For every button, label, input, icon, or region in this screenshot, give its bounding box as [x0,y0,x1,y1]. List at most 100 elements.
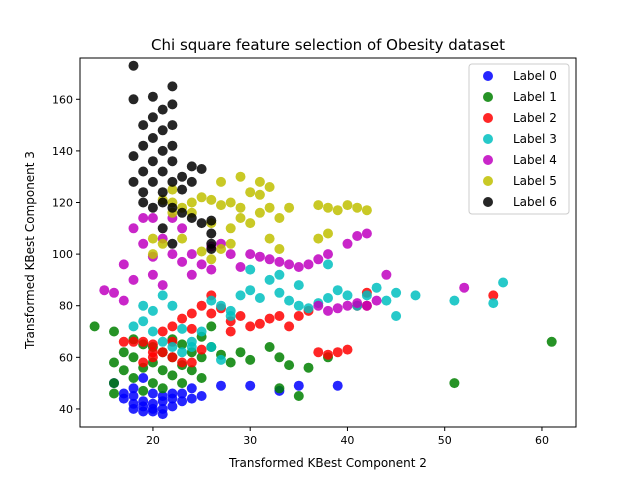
data-point [449,378,460,389]
y-tick-label: 40 [59,403,73,416]
data-point [225,326,236,337]
data-point [118,388,129,399]
data-point [245,285,256,296]
data-point [109,378,119,389]
data-point [128,336,139,347]
data-point [157,197,168,208]
data-point [128,94,139,105]
data-point [235,213,246,223]
series-label-3 [128,259,509,365]
data-point [313,233,324,244]
data-point [147,269,158,280]
data-point [284,360,295,371]
data-point [264,313,275,324]
data-point [235,171,246,182]
data-point [264,233,275,244]
data-point [245,354,256,365]
data-point [284,321,295,332]
data-point [138,213,149,223]
chart-title: Chi square feature selection of Obesity … [151,36,505,54]
data-point [196,300,207,311]
data-point [225,223,236,234]
points-layer [89,60,557,420]
data-point [196,246,207,257]
data-point [186,269,197,280]
data-point [157,166,168,177]
data-point [138,238,149,249]
data-point [128,383,139,394]
data-point [293,391,304,401]
data-point [323,259,333,270]
y-tick-label: 140 [52,145,73,158]
data-point [128,391,139,401]
data-point [235,262,246,272]
data-point [177,339,188,350]
legend-label: Label 3 [513,132,557,146]
data-point [303,259,314,270]
data-point [138,300,149,311]
legend-marker [483,92,493,102]
data-point [128,321,139,332]
data-point [147,213,158,223]
data-point [167,238,178,249]
data-point [147,176,158,187]
data-point [264,254,275,265]
data-point [245,321,256,332]
data-point [274,244,285,254]
data-point [147,133,158,143]
data-point [274,311,285,321]
data-point [147,91,158,102]
data-point [167,140,178,151]
data-point [206,342,217,352]
data-point [196,373,207,383]
data-point [342,200,353,211]
data-point [177,233,188,244]
data-point [167,81,178,92]
data-point [216,176,226,187]
data-point [157,125,168,136]
x-axis-label: Transformed KBest Component 2 [228,456,427,470]
data-point [206,194,217,205]
data-point [342,300,353,311]
data-point [186,213,197,223]
data-point [89,321,100,332]
data-point [293,311,304,321]
legend-label: Label 0 [513,69,557,83]
y-tick-label: 120 [52,197,73,210]
data-point [216,300,226,311]
data-point [216,244,226,254]
x-tick-label: 20 [146,434,160,447]
data-point [361,205,372,216]
data-point [254,207,265,218]
data-point [157,391,168,401]
data-point [186,308,197,319]
data-point [186,176,197,187]
data-point [147,388,158,399]
data-point [167,184,178,195]
data-point [196,326,207,337]
data-point [323,349,333,360]
data-point [138,336,149,347]
data-point [138,396,149,407]
data-point [361,228,372,239]
data-point [138,197,149,208]
data-point [177,323,188,334]
data-point [118,336,129,347]
y-tick-label: 60 [59,351,73,364]
data-point [147,305,158,316]
data-point [157,365,168,376]
y-tick-label: 160 [52,93,73,106]
data-point [196,218,207,229]
legend: Label 0 Label 1 Label 2 Label 3 Label 4 Label… [468,63,570,215]
data-point [332,303,343,314]
data-point [147,156,158,167]
data-point [138,357,149,368]
data-point [186,357,197,368]
series-label-6 [128,60,217,254]
data-point [245,249,256,260]
data-point [206,321,217,332]
data-point [147,202,158,213]
data-point [167,99,178,110]
data-point [186,383,197,394]
data-point [196,391,207,401]
